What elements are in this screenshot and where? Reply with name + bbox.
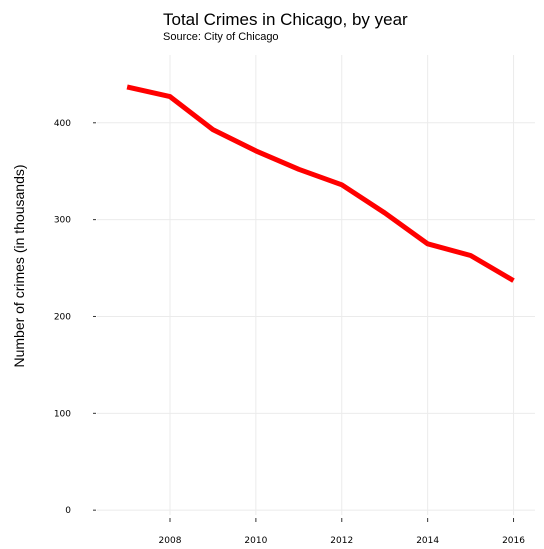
series-layer <box>126 84 515 283</box>
series-line <box>126 84 515 283</box>
x-tick-label: 2008 <box>159 536 182 546</box>
chart-title: Total Crimes in Chicago, by year <box>163 10 408 29</box>
y-tick-label: 400 <box>54 119 71 129</box>
grid <box>97 55 535 515</box>
y-tick-label: 200 <box>54 312 71 322</box>
y-tick-label: 100 <box>54 409 71 419</box>
y-tick-label: 0 <box>65 506 71 516</box>
x-tick-label: 2016 <box>502 536 525 546</box>
y-axis-label: Number of crimes (in thousands) <box>11 164 27 367</box>
x-tick-label: 2014 <box>416 536 439 546</box>
chart-subtitle: Source: City of Chicago <box>163 31 279 43</box>
axes: 2008 2010 2012 2014 2016 0 100 200 300 400 <box>54 119 525 546</box>
x-tick-label: 2012 <box>330 536 353 546</box>
y-tick-label: 300 <box>54 216 71 226</box>
x-tick-label: 2010 <box>244 536 267 546</box>
